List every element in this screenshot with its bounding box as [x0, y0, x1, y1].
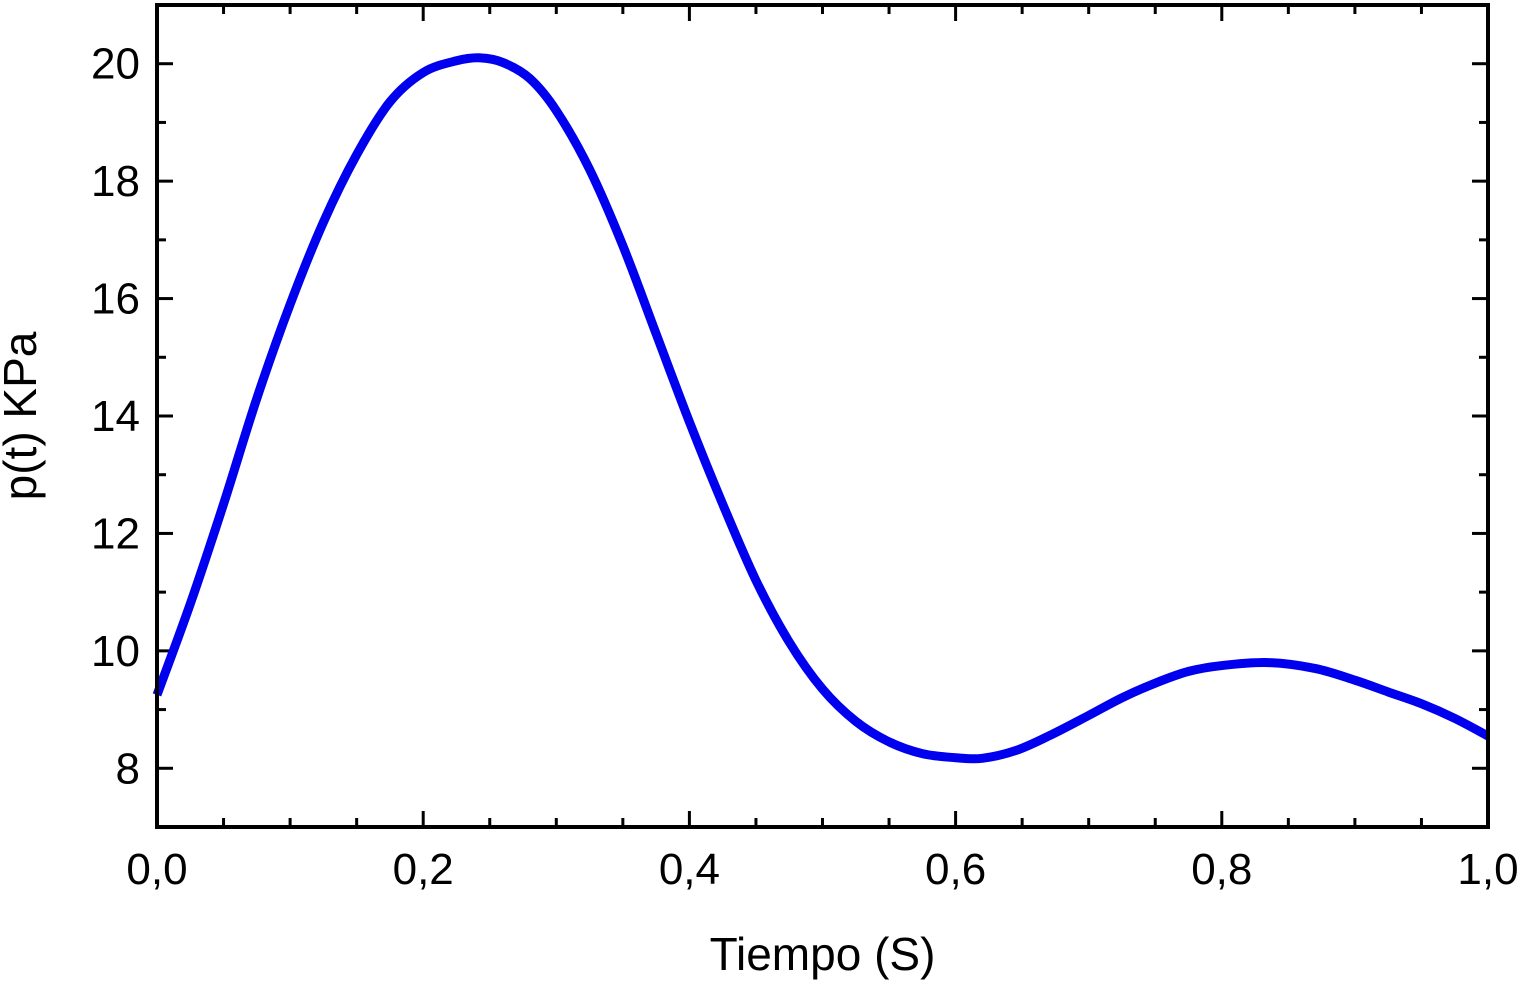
plot-frame	[155, 3, 1490, 829]
x-tick-label: 0,4	[659, 845, 720, 894]
x-axis-title: Tiempo (S)	[710, 928, 936, 980]
y-tick-label: 10	[91, 627, 140, 676]
x-tick-label: 0,0	[126, 845, 187, 894]
series-line	[152, 53, 1491, 764]
y-tick-label: 14	[91, 392, 140, 441]
y-tick-label: 20	[91, 40, 140, 89]
x-tick-label: 0,2	[393, 845, 454, 894]
axis-ticks	[155, 3, 1490, 829]
x-tick-label: 0,8	[1191, 845, 1252, 894]
y-tick-label: 18	[91, 157, 140, 206]
x-tick-label: 0,6	[925, 845, 986, 894]
y-tick-label: 8	[116, 744, 140, 793]
y-tick-label: 12	[91, 509, 140, 558]
y-axis-title: p(t) KPa	[0, 331, 46, 500]
y-tick-label: 16	[91, 275, 140, 324]
x-tick-label: 1,0	[1457, 845, 1518, 894]
tick-labels: 0,0 0,2 0,4 0,6 0,8 1,0 8 10 12 14 16 18 20	[91, 40, 1519, 894]
